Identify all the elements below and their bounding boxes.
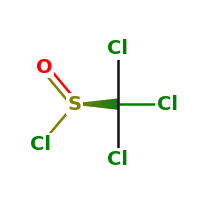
Text: Cl: Cl [157, 95, 178, 114]
Text: Cl: Cl [107, 39, 128, 58]
Polygon shape [108, 100, 109, 108]
Polygon shape [116, 99, 118, 109]
Polygon shape [114, 99, 115, 109]
Polygon shape [83, 103, 85, 105]
Text: Cl: Cl [107, 150, 128, 169]
Polygon shape [99, 101, 101, 107]
Polygon shape [109, 100, 111, 108]
Polygon shape [95, 102, 96, 107]
Polygon shape [89, 102, 91, 106]
Polygon shape [98, 101, 99, 107]
Polygon shape [78, 104, 79, 105]
Polygon shape [111, 100, 112, 108]
Polygon shape [106, 100, 108, 108]
Text: Cl: Cl [30, 135, 51, 154]
Polygon shape [91, 102, 92, 106]
Text: S: S [68, 95, 82, 114]
Polygon shape [81, 103, 82, 105]
Polygon shape [86, 103, 88, 106]
Text: O: O [36, 58, 52, 77]
Polygon shape [101, 101, 102, 107]
Polygon shape [79, 103, 81, 105]
Polygon shape [104, 101, 105, 108]
Polygon shape [96, 101, 98, 107]
Polygon shape [88, 102, 89, 106]
Polygon shape [105, 100, 106, 108]
Polygon shape [115, 99, 116, 109]
Polygon shape [92, 102, 93, 106]
Polygon shape [85, 103, 86, 105]
Polygon shape [102, 101, 104, 107]
Polygon shape [112, 100, 114, 109]
Polygon shape [82, 103, 83, 105]
Polygon shape [93, 102, 95, 106]
